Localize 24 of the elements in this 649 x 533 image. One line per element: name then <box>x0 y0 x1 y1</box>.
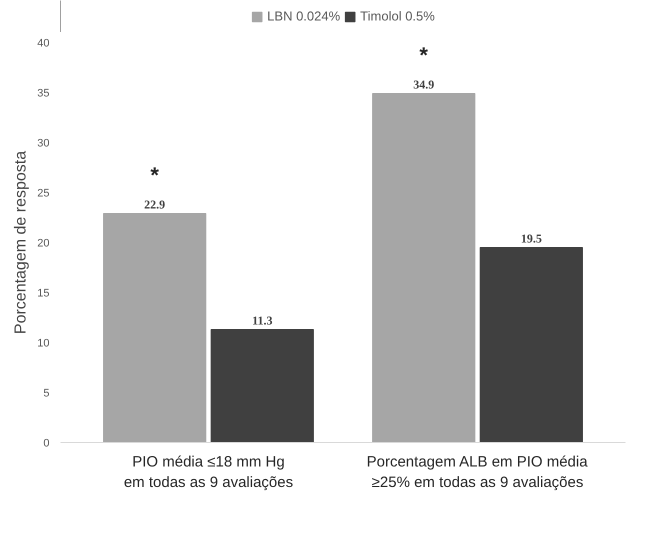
data-label: 19.5 <box>520 232 542 246</box>
y-tick-label: 30 <box>37 138 50 150</box>
bar <box>103 213 206 442</box>
y-axis-title: Porcentagem de resposta <box>12 150 30 334</box>
y-tick-label: 25 <box>37 188 50 200</box>
bar <box>480 247 583 442</box>
y-tick-label: 35 <box>37 88 50 100</box>
annotation: * <box>150 162 160 188</box>
x-tick-label: PIO média ≤18 mm Hg em todas as 9 avaliações <box>124 454 294 491</box>
data-label: 11.3 <box>252 314 272 328</box>
annotation: * <box>419 42 428 68</box>
legend-label: Timolol 0.5% <box>360 8 435 24</box>
y-tick-label: 15 <box>37 288 50 300</box>
x-tick-label: Porcentagem ALB em PIO média ≥25% em todas as 9 avaliações <box>366 454 588 491</box>
y-tick-label: 5 <box>43 388 50 400</box>
y-tick-label: 10 <box>37 338 50 350</box>
y-tick-label: 0 <box>43 438 50 450</box>
legend-label: LBN 0.024% <box>267 8 340 24</box>
bar <box>210 329 314 442</box>
y-tick-label: 20 <box>37 238 50 250</box>
data-label: 22.9 <box>144 198 166 212</box>
bar <box>372 93 476 442</box>
y-tick-label: 40 <box>37 38 50 50</box>
data-label: 34.9 <box>413 78 434 92</box>
